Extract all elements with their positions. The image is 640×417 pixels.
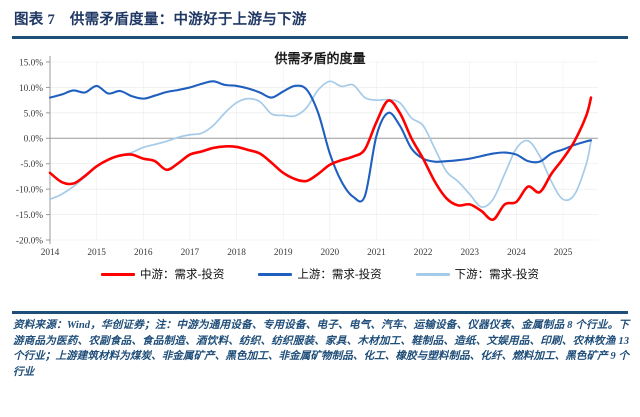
svg-text:-5.0%: -5.0% (21, 160, 44, 170)
svg-text:2022: 2022 (414, 248, 433, 258)
legend-label-downstream: 下游：需求-投资 (454, 269, 540, 281)
chart-container: 供需矛盾的度量 15.0% 10.0% 5.0% 0.0% -5.0% -10.0% -15… (12, 44, 628, 304)
legend-item-downstream[interactable]: 下游：需求-投资 (415, 266, 540, 282)
svg-text:2018: 2018 (227, 248, 246, 258)
svg-text:2025: 2025 (554, 248, 573, 258)
svg-text:2017: 2017 (181, 248, 200, 258)
svg-text:-10.0%: -10.0% (16, 186, 43, 196)
svg-text:2020: 2020 (321, 248, 340, 258)
svg-text:2023: 2023 (460, 248, 479, 258)
svg-text:0.0%: 0.0% (24, 135, 44, 145)
chart-plot: 15.0% 10.0% 5.0% 0.0% -5.0% -10.0% -15.0% -20.0… (16, 56, 598, 258)
source-note: 资料来源：Wind，华创证券；注：中游为通用设备、专用设备、电子、电气、汽车、运… (13, 320, 629, 378)
legend-label-upstream: 上游：需求-投资 (297, 269, 382, 281)
svg-text:2019: 2019 (274, 248, 293, 258)
chart-legend: 中游：需求-投资 上游：需求-投资 下游：需求-投资 (12, 266, 628, 282)
legend-item-midstream[interactable]: 中游：需求-投资 (100, 266, 225, 282)
svg-text:2024: 2024 (507, 248, 526, 258)
footer-divider (12, 311, 628, 314)
svg-text:2021: 2021 (367, 248, 386, 258)
legend-label-midstream: 中游：需求-投资 (139, 269, 225, 281)
figure-heading: 图表 7 供需矛盾度量：中游好于上游与下游 (14, 12, 307, 28)
legend-swatch-downstream (415, 272, 450, 276)
legend-swatch-upstream (258, 272, 293, 276)
svg-text:2014: 2014 (41, 248, 60, 258)
legend-item-upstream[interactable]: 上游：需求-投资 (258, 266, 382, 282)
svg-text:5.0%: 5.0% (24, 109, 44, 119)
svg-text:2015: 2015 (87, 248, 106, 258)
header-divider (12, 36, 628, 39)
svg-text:15.0%: 15.0% (19, 58, 43, 68)
svg-text:2016: 2016 (134, 248, 153, 258)
svg-text:-15.0%: -15.0% (16, 211, 43, 221)
legend-swatch-midstream (100, 272, 135, 276)
svg-text:10.0%: 10.0% (19, 84, 43, 94)
svg-text:-20.0%: -20.0% (16, 236, 43, 246)
